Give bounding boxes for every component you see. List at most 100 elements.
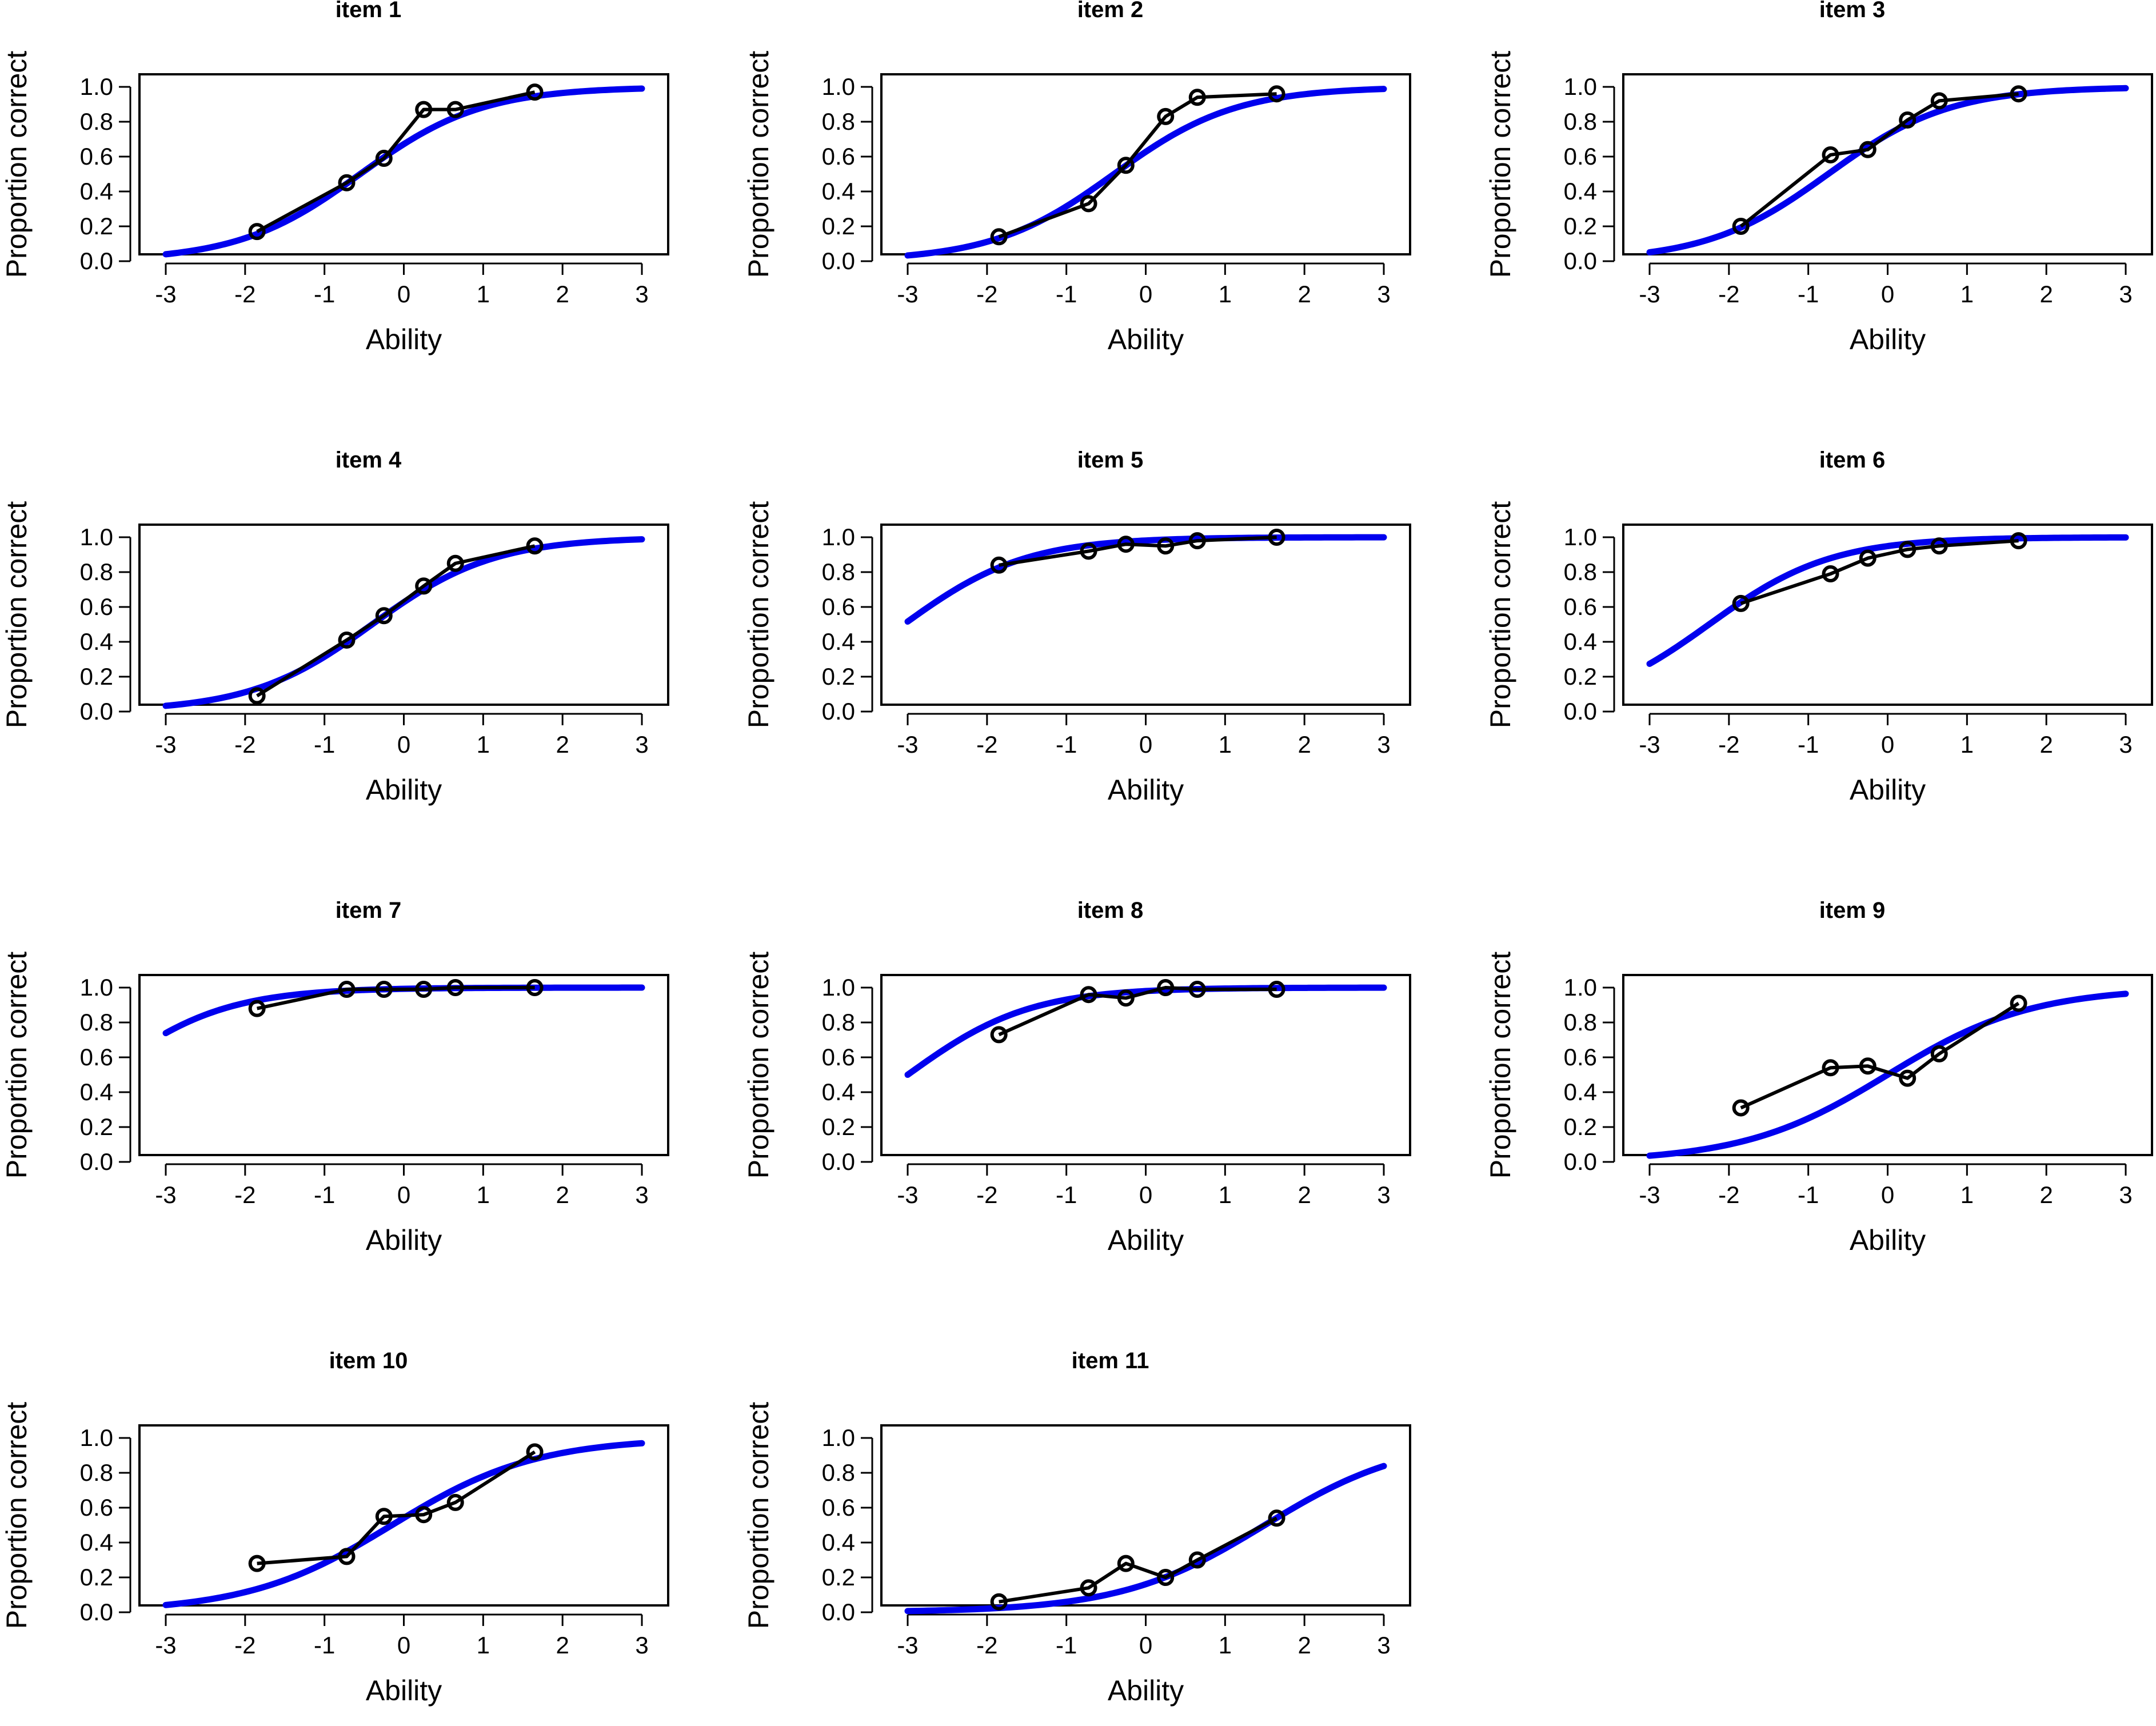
x-tick-label: -2: [1718, 731, 1739, 758]
x-tick-label: 1: [477, 731, 490, 758]
x-axis-label: Ability: [1850, 774, 1926, 806]
y-tick-label: 0.8: [822, 1009, 855, 1036]
x-tick-label: 2: [2039, 281, 2053, 307]
panel-item-7: item 7 0.0 0.2 0.4 0.6 0.8 1.0 -3 -2 -1 0 1 2 3 Abilit…: [1, 898, 669, 1256]
observed-point: [338, 631, 356, 649]
observed-point: [415, 577, 433, 595]
y-tick-label: 0.4: [1564, 178, 1597, 205]
observed-point: [1822, 1059, 1839, 1077]
observed-point: [990, 228, 1008, 246]
observed-line: [999, 1516, 1277, 1604]
y-tick-label: 0.0: [822, 1599, 855, 1625]
fitted-curve: [904, 86, 1387, 259]
fitted-curve: [1646, 85, 2129, 255]
x-tick-label: -2: [976, 1632, 997, 1659]
x-tick-label: 3: [635, 281, 648, 307]
panel-item-1: item 1 0.0 0.2 0.4 0.6 0.8 1.0 -3 -2 -1 0 1 2 3 Abilit…: [1, 0, 669, 355]
observed-point: [1732, 594, 1750, 612]
y-axis-label: Proportion correct: [1484, 51, 1516, 278]
y-tick-label: 0.8: [822, 108, 855, 135]
observed-point: [415, 981, 433, 998]
observed-point: [1157, 107, 1175, 125]
x-axis-label: Ability: [366, 1675, 442, 1707]
x-tick-label: 2: [2039, 1181, 2053, 1208]
x-tick-label: -3: [1639, 731, 1660, 758]
y-tick-label: 1.0: [822, 974, 855, 1001]
observed-point: [526, 83, 544, 101]
x-axis-label: Ability: [1108, 1675, 1184, 1707]
observed-point: [1930, 92, 1948, 110]
y-tick-label: 0.0: [822, 247, 855, 274]
plot-frame: [880, 1424, 1411, 1607]
plot-frame: [138, 73, 669, 255]
observed-point: [446, 1493, 464, 1511]
panel-item-10: item 10 0.0 0.2 0.4 0.6 0.8 1.0 -3 -2 -1 0 1 2 3 Abili…: [1, 1348, 669, 1707]
x-tick-label: 0: [1881, 281, 1894, 307]
x-axis-label: Ability: [1850, 1224, 1926, 1256]
x-tick-label: 0: [1881, 731, 1894, 758]
observed-point: [1117, 989, 1135, 1007]
observed-line: [999, 536, 1277, 567]
y-tick-label: 0.6: [822, 1044, 855, 1070]
x-tick-label: 1: [1219, 731, 1232, 758]
y-tick-label: 0.0: [80, 1148, 113, 1175]
observed-line: [256, 544, 536, 698]
y-axis-label: Proportion correct: [742, 51, 774, 278]
x-tick-label: -3: [155, 731, 176, 758]
observed-point: [446, 101, 464, 118]
panel-title: item 2: [1077, 0, 1144, 22]
x-tick-label: 3: [1377, 281, 1390, 307]
panel-item-3: item 3 0.0 0.2 0.4 0.6 0.8 1.0 -3 -2 -1 0 1 2 3 Abilit…: [1484, 0, 2153, 355]
y-tick-label: 0.6: [80, 143, 113, 170]
x-tick-label: -3: [155, 281, 176, 307]
x-tick-label: 1: [477, 1181, 490, 1208]
y-tick-label: 0.2: [822, 213, 855, 239]
observed-point: [2010, 85, 2027, 103]
observed-point: [1157, 537, 1175, 555]
fitted-curve: [904, 534, 1387, 625]
y-tick-label: 1.0: [80, 974, 113, 1001]
plot-frame: [138, 1424, 669, 1607]
y-tick-label: 1.0: [80, 524, 113, 550]
y-tick-label: 0.6: [80, 1494, 113, 1521]
y-axis-label: Proportion correct: [1, 1402, 33, 1629]
x-tick-label: 2: [1297, 281, 1311, 307]
observed-point: [338, 981, 356, 998]
y-tick-label: 0.4: [1564, 628, 1597, 655]
x-tick-label: 2: [556, 1632, 569, 1659]
plot-frame: [138, 524, 669, 706]
x-tick-label: 3: [2119, 281, 2132, 307]
x-tick-label: -2: [1718, 281, 1739, 307]
panel-title: item 8: [1077, 898, 1144, 923]
y-tick-label: 0.6: [80, 1044, 113, 1070]
observed-point: [1930, 1045, 1948, 1062]
panel-title: item 6: [1819, 448, 1886, 473]
y-axis-label: Proportion correct: [742, 501, 774, 728]
y-tick-label: 0.6: [822, 593, 855, 620]
x-tick-label: -1: [1798, 731, 1819, 758]
fitted-curve: [162, 85, 645, 258]
x-axis-label: Ability: [1108, 323, 1184, 355]
panel-title: item 7: [336, 898, 402, 923]
observed-line: [257, 986, 535, 1010]
plot-frame: [880, 974, 1411, 1156]
panel-item-5: item 5 0.0 0.2 0.4 0.6 0.8 1.0 -3 -2 -1 0 1 2 3 Abilit…: [742, 448, 1411, 806]
observed-line: [1740, 539, 2019, 605]
x-tick-label: -2: [1718, 1181, 1739, 1208]
observed-point: [446, 554, 464, 572]
observed-point: [526, 979, 544, 996]
y-tick-label: 0.2: [80, 663, 113, 690]
observed-point: [526, 537, 544, 555]
x-tick-label: -3: [897, 281, 918, 307]
x-tick-label: 0: [397, 731, 410, 758]
observed-point: [375, 150, 393, 167]
panel-item-9: item 9 0.0 0.2 0.4 0.6 0.8 1.0 -3 -2 -1 0 1 2 3 Abilit…: [1484, 898, 2153, 1256]
plot-frame: [880, 73, 1411, 255]
fitted-curve: [1646, 990, 2129, 1159]
observed-line: [256, 90, 536, 233]
observed-point: [1188, 1551, 1206, 1569]
x-tick-label: -3: [897, 731, 918, 758]
x-tick-label: -3: [897, 1181, 918, 1208]
x-tick-label: 1: [1961, 281, 1974, 307]
